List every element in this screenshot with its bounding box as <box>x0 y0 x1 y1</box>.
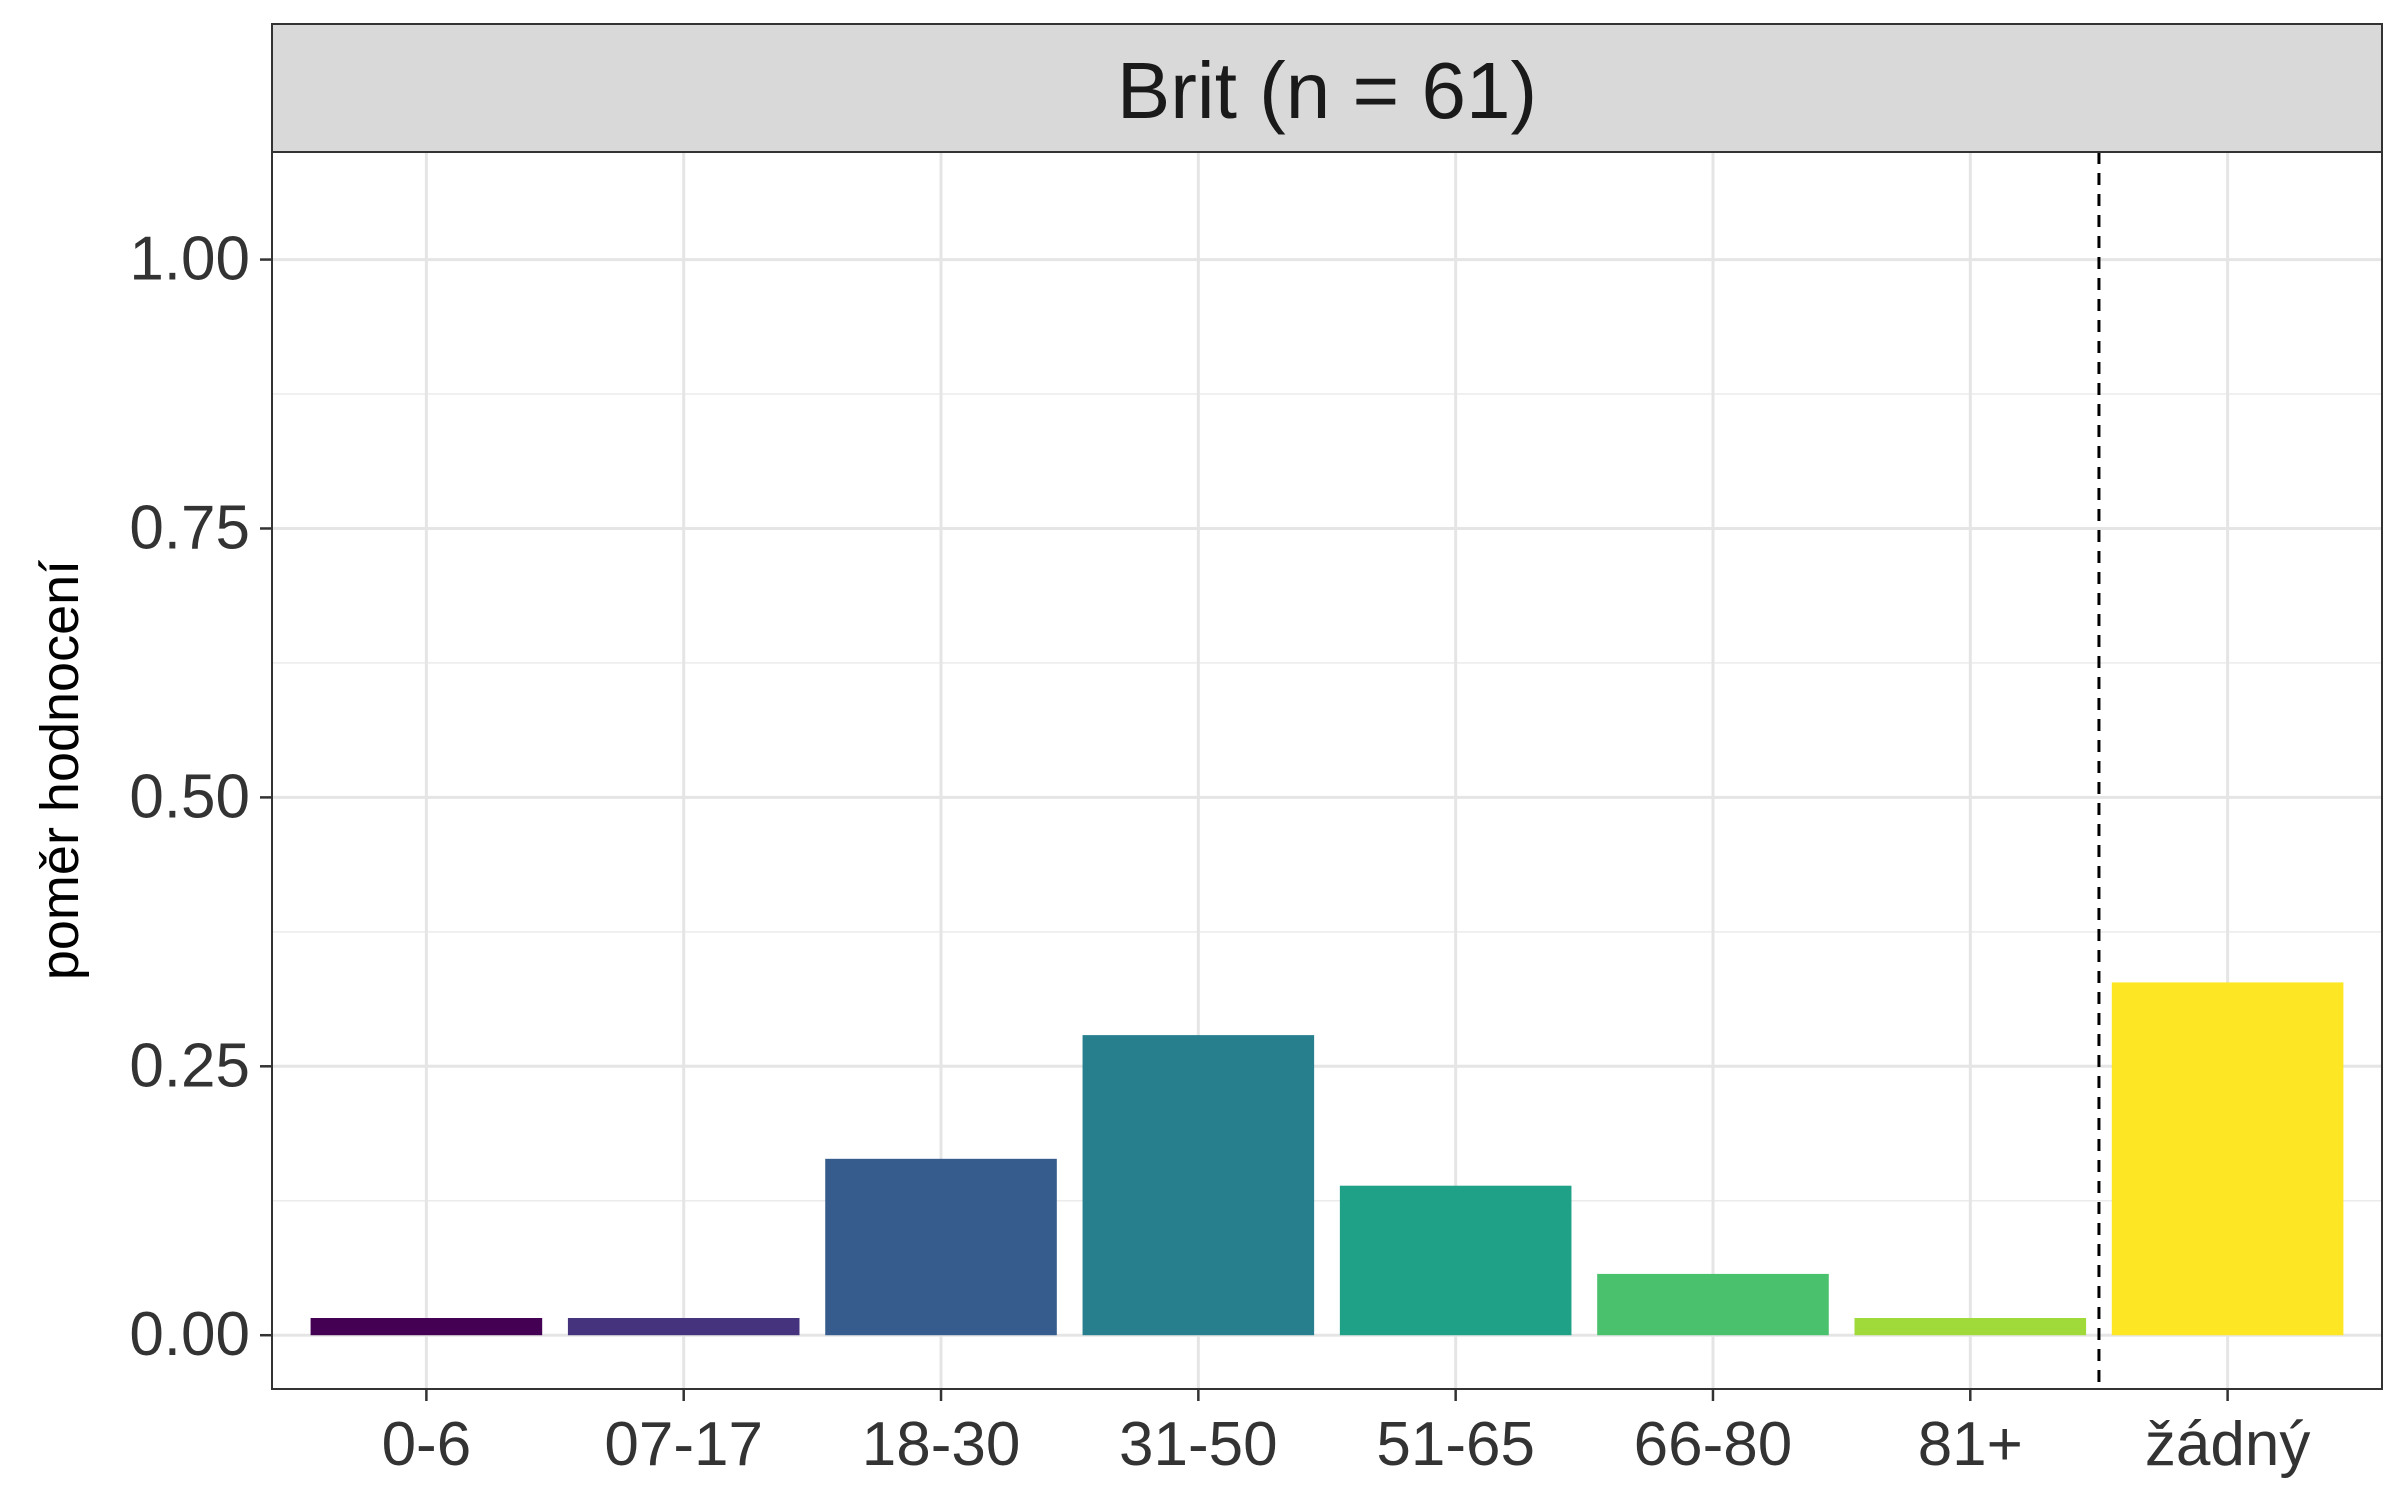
x-tick-label: 0-6 <box>382 1410 472 1479</box>
x-tick-label: 66-80 <box>1634 1410 1793 1479</box>
bar-31-50 <box>1082 1035 1315 1336</box>
bar-18-30 <box>825 1158 1057 1336</box>
y-tick-label: 0.50 <box>129 762 250 831</box>
bars <box>310 982 2344 1336</box>
x-tick-label: 07-17 <box>604 1410 763 1479</box>
bar-66-80 <box>1597 1273 1829 1336</box>
y-axis-label: poměr hodnocení <box>30 560 90 980</box>
plot-panel-border <box>271 151 2383 1390</box>
bar-07-17 <box>567 1318 800 1336</box>
bar-0-6 <box>310 1318 543 1336</box>
x-tick-label: žádný <box>2145 1410 2310 1479</box>
x-tick-label: 81+ <box>1918 1410 2023 1479</box>
y-tick-label: 0.75 <box>129 493 250 562</box>
y-tick-label: 0.25 <box>129 1031 250 1100</box>
x-tick-label: 31-50 <box>1119 1410 1278 1479</box>
x-tick-label: 18-30 <box>862 1410 1021 1479</box>
x-axis: 0-6 07-17 18-30 31-50 51-65 66-80 81+ žádný <box>382 1389 2310 1479</box>
bar-51-65 <box>1339 1185 1572 1336</box>
y-tick-label: 0.00 <box>129 1300 250 1369</box>
facet-strip <box>271 23 2383 153</box>
y-axis: 0.00 0.25 0.50 0.75 1.00 <box>129 225 272 1369</box>
bar-žádný <box>2111 982 2344 1336</box>
facet-strip-title: Brit (n = 61) <box>1117 46 1537 135</box>
bar-81+ <box>1854 1318 2087 1336</box>
x-tick-label: 51-65 <box>1376 1410 1535 1479</box>
y-tick-label: 1.00 <box>129 225 250 294</box>
grid-lines <box>272 152 2382 1389</box>
